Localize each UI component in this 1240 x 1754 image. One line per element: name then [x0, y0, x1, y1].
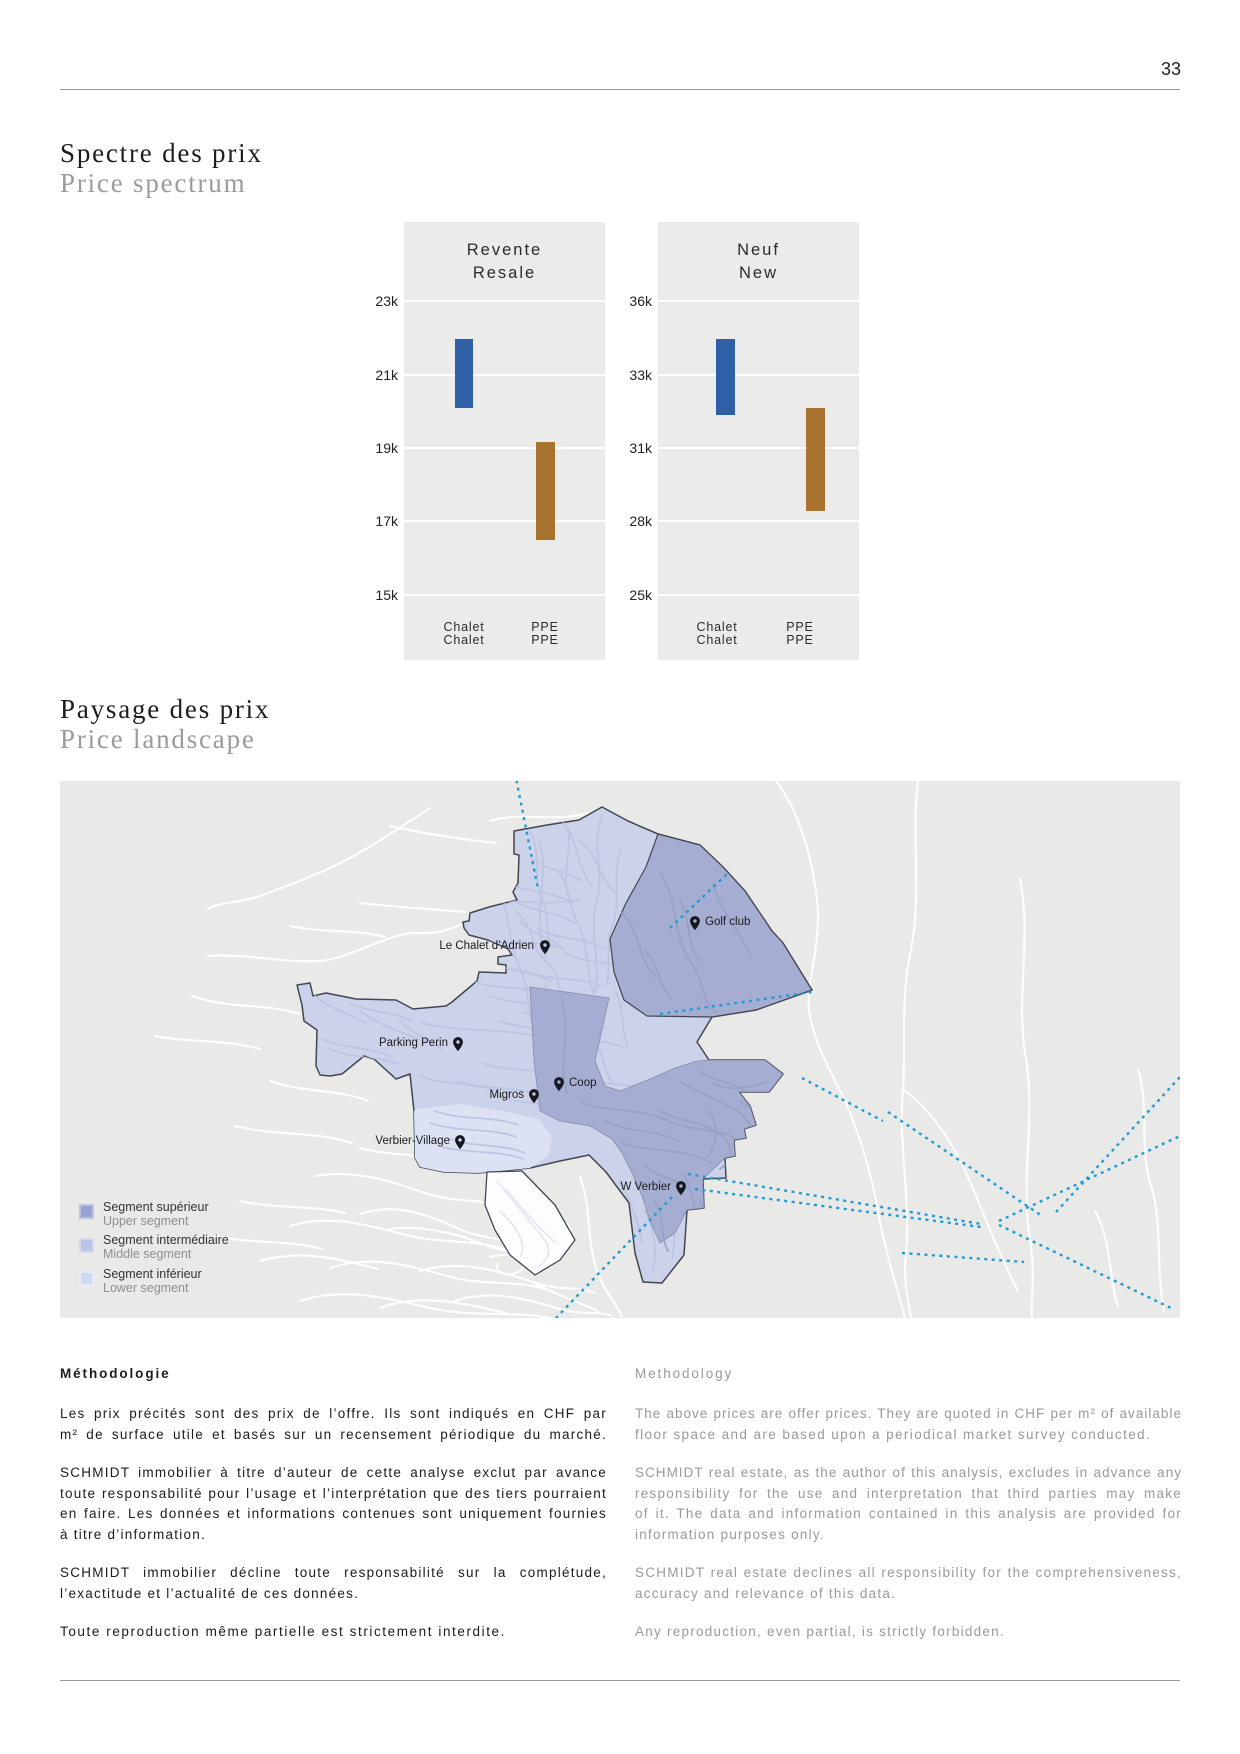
svg-text:Segment inférieur: Segment inférieur: [103, 1267, 202, 1281]
svg-text:Upper segment: Upper segment: [103, 1214, 189, 1228]
svg-text:Le Chalet d’Adrien: Le Chalet d’Adrien: [439, 940, 534, 952]
svg-text:Parking Perin: Parking Perin: [379, 1037, 448, 1049]
svg-text:W Verbier: W Verbier: [621, 1181, 672, 1193]
svg-text:Migros: Migros: [489, 1089, 524, 1101]
svg-text:Coop: Coop: [569, 1077, 597, 1089]
svg-text:Segment supérieur: Segment supérieur: [103, 1200, 209, 1214]
svg-text:Golf club: Golf club: [705, 916, 750, 928]
svg-text:Lower segment: Lower segment: [103, 1281, 189, 1295]
svg-text:Middle segment: Middle segment: [103, 1247, 192, 1261]
svg-text:Segment intermédiaire: Segment intermédiaire: [103, 1233, 229, 1247]
svg-text:Verbier-Village: Verbier-Village: [375, 1135, 450, 1147]
